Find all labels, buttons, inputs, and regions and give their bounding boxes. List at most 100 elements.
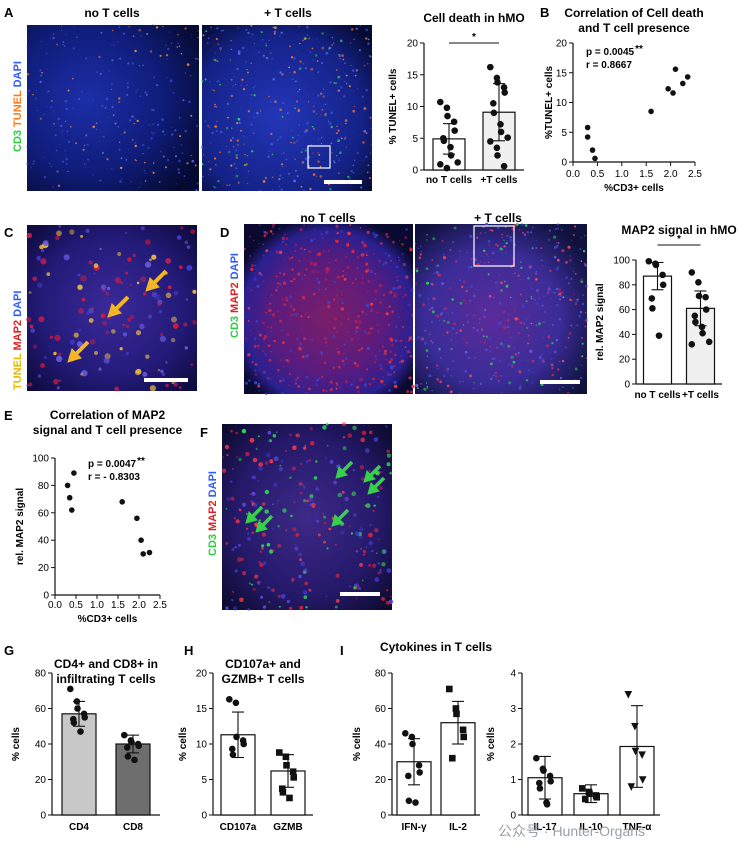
data-point: [487, 63, 494, 71]
zoom-inset-box: [473, 225, 515, 267]
data-point: [680, 80, 686, 87]
data-point: [140, 551, 146, 557]
chart-map2-bar: 0 20 40 60 80 100 rel. MAP2 signal MAP2 signal …: [595, 223, 737, 401]
scale-bar: [540, 380, 580, 384]
data-point: [405, 772, 412, 780]
data-point: [440, 137, 448, 145]
micrograph-specks: [25, 224, 197, 392]
data-point: [447, 152, 455, 159]
y-axis-label: % cells: [352, 727, 363, 761]
y-tick-label: 0: [40, 811, 46, 822]
data-point: [289, 768, 297, 775]
x-tick-label: 1.5: [111, 600, 125, 611]
stain-dapi: DAPI: [229, 253, 241, 279]
chart-title: CD107a+ and: [225, 657, 301, 671]
stat-p-value: p = 0.0047: [88, 459, 137, 470]
y-axis-label: % cells: [486, 727, 497, 761]
category-label: +T cells: [481, 175, 518, 186]
data-point: [649, 305, 656, 312]
bar: [115, 743, 151, 816]
stain-tunel: TUNEL: [12, 87, 24, 127]
stain-tunel: TUNEL: [12, 350, 24, 390]
data-point: [279, 785, 286, 793]
panel-label-f: F: [200, 425, 208, 440]
data-point: [408, 733, 416, 741]
y-axis-label: % TUNEL+ cells: [388, 68, 399, 144]
data-point: [490, 109, 498, 117]
data-point: [71, 470, 77, 476]
data-point: [74, 705, 81, 712]
micrograph-specks: [221, 422, 394, 611]
chart-map2-correlation: 0 20 40 60 80 100 rel. MAP2 signal Correlation …: [15, 408, 183, 625]
chart-cytokines-il17-il10-tnfa-bar: 0 1 2 3 4 % cells IL-17 IL-10 TNF-α: [486, 669, 660, 833]
y-tick-label: 0: [380, 811, 386, 822]
micrograph-label: no T cells: [84, 6, 140, 20]
x-tick-label: 1.0: [615, 169, 629, 180]
chart-title: GZMB+ T cells: [221, 672, 304, 686]
micrograph-specks: [414, 222, 589, 395]
y-tick-label: 0: [201, 811, 207, 822]
data-point: [450, 118, 458, 126]
y-tick-label: 80: [619, 280, 631, 291]
y-tick-label: 20: [407, 39, 419, 50]
panel-label-e: E: [4, 408, 13, 423]
y-tick-label: 5: [201, 775, 207, 786]
category-label: CD8: [123, 822, 143, 833]
data-point: [490, 100, 497, 107]
watermark: 公众号 · Hunter-Organs: [498, 823, 645, 839]
scale-bar: [340, 592, 380, 596]
data-point: [124, 753, 132, 760]
chart-title: CD4+ and CD8+ in: [54, 657, 158, 671]
x-tick-label: 0.5: [69, 600, 83, 611]
micrograph-f: [221, 422, 394, 611]
data-point: [692, 318, 699, 326]
data-point: [67, 685, 74, 693]
chart-title: signal and T cell presence: [33, 423, 183, 437]
data-point: [283, 762, 290, 769]
data-point: [66, 494, 73, 501]
category-label: no T cells: [634, 390, 681, 401]
chart-cell-death-correlation: 0 5 10 15 20 %TUNEL+ cells Correlation of Cell…: [544, 6, 704, 194]
data-point: [233, 733, 240, 741]
x-tick-label: 2.5: [153, 600, 167, 611]
chart-cell-death-bar: 0 5 10 15 20 % TUNEL+ cells Cell death in hMO n…: [388, 11, 525, 186]
micrograph-a-no-t-cells: [26, 24, 199, 191]
x-tick-label: 2.0: [664, 169, 678, 180]
y-tick-label: 5: [412, 134, 418, 145]
y-tick-label: 40: [619, 330, 631, 341]
micrograph-c: [25, 224, 197, 392]
data-point: [452, 705, 460, 712]
y-tick-label: 1: [510, 775, 516, 786]
bar: [642, 275, 673, 385]
y-tick-label: 15: [196, 704, 208, 715]
y-tick-label: 0: [412, 166, 418, 177]
data-point: [454, 159, 462, 166]
data-point: [702, 306, 710, 313]
stain-legend-d: CD3 MAP2 DAPI: [229, 253, 241, 338]
y-tick-label: 15: [407, 70, 419, 81]
data-point: [229, 751, 237, 758]
arrow-head: [145, 277, 160, 292]
data-point: [447, 143, 454, 151]
data-point: [586, 790, 593, 797]
x-tick-label: 0.5: [590, 169, 604, 180]
data-point: [487, 138, 494, 145]
y-tick-label: 20: [619, 355, 631, 366]
data-point: [416, 769, 424, 776]
data-point: [64, 482, 71, 489]
data-point: [684, 74, 691, 80]
category-label: CD107a: [220, 822, 257, 833]
data-point: [648, 295, 656, 302]
stain-legend-f: CD3 MAP2 DAPI: [207, 471, 219, 556]
arrow-head: [255, 520, 268, 533]
panel-label-g: G: [4, 643, 14, 658]
category-label: IL-2: [449, 822, 467, 833]
chart-cd4-cd8-bar: 0 20 40 60 80 % cells CD4+ and CD8+ ininfiltra…: [11, 657, 160, 833]
data-point: [124, 744, 131, 751]
stat-stars: **: [137, 456, 145, 467]
data-point: [73, 698, 81, 705]
chart-title: MAP2 signal in hMO: [621, 223, 736, 237]
data-point: [69, 507, 75, 513]
significance-star: *: [677, 234, 681, 245]
